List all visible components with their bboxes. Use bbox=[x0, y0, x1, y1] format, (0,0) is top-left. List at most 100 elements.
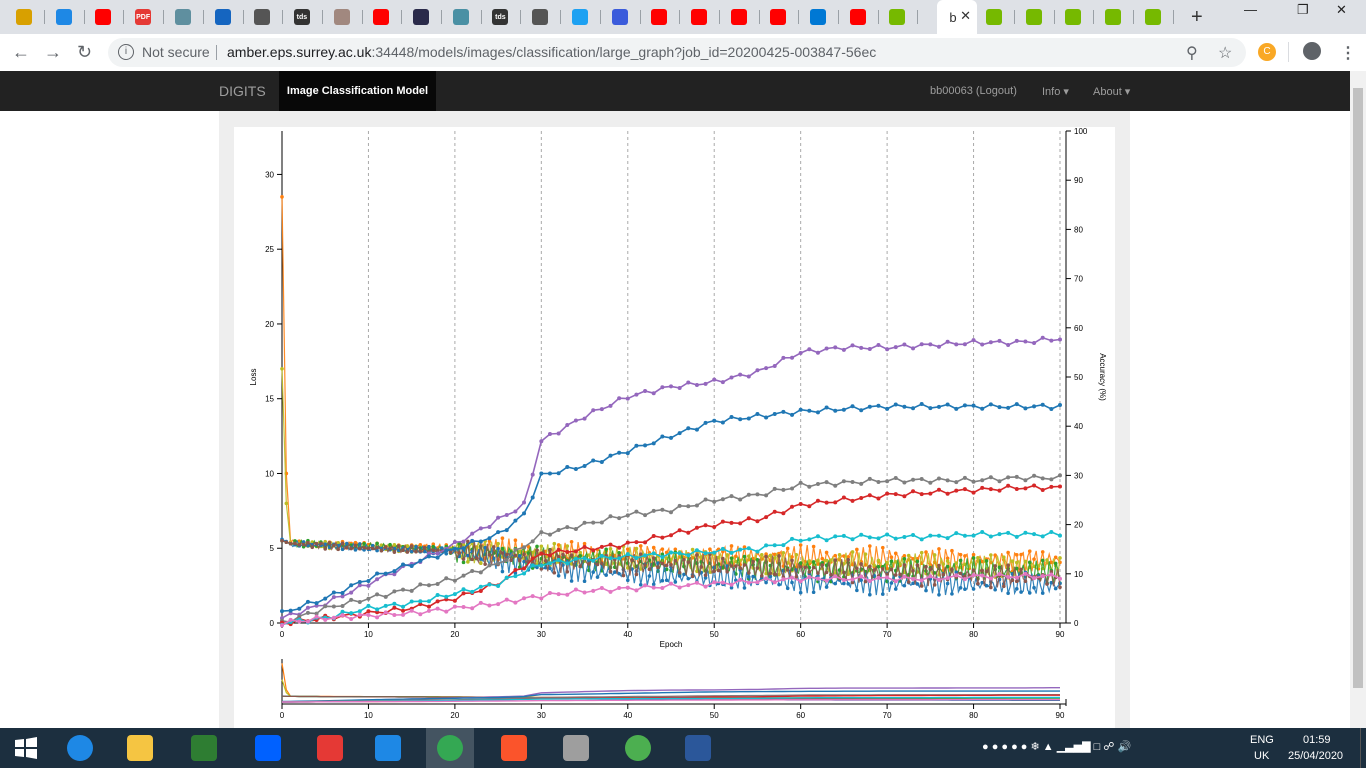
tab-active[interactable]: b ✕ bbox=[937, 0, 977, 34]
x-tick-label: 50 bbox=[710, 630, 719, 639]
loss-point bbox=[517, 558, 522, 563]
nav-image-classification-model[interactable]: Image Classification Model bbox=[279, 71, 436, 111]
start-button[interactable] bbox=[0, 728, 52, 768]
browser-tab[interactable] bbox=[246, 4, 284, 30]
accuracy-point bbox=[461, 604, 466, 609]
browser-tab[interactable] bbox=[1018, 4, 1055, 30]
loss-point bbox=[742, 545, 747, 549]
browser-tab[interactable] bbox=[762, 4, 800, 30]
close-tab-icon[interactable]: ✕ bbox=[960, 8, 971, 23]
accuracy-point bbox=[1040, 487, 1045, 492]
clock-date[interactable]: 25/04/2020 bbox=[1288, 750, 1344, 762]
loss-point bbox=[690, 574, 695, 579]
taskbar-app[interactable] bbox=[674, 728, 722, 768]
url-text[interactable]: amber.eps.surrey.ac.uk:34448/models/imag… bbox=[227, 44, 876, 60]
accuracy-point bbox=[357, 609, 362, 614]
accuracy-point bbox=[556, 558, 561, 563]
new-tab-button[interactable]: + bbox=[1191, 6, 1203, 28]
browser-tab[interactable] bbox=[1057, 4, 1095, 30]
back-button[interactable]: ← bbox=[12, 42, 30, 62]
taskbar-app[interactable] bbox=[490, 728, 538, 768]
language-label[interactable]: ENG bbox=[1250, 734, 1274, 746]
browser-tab[interactable] bbox=[167, 4, 204, 30]
taskbar-app[interactable] bbox=[552, 728, 600, 768]
region-label[interactable]: UK bbox=[1254, 750, 1270, 762]
not-secure-label[interactable]: Not secure bbox=[142, 44, 210, 60]
restore-icon[interactable]: ❐ bbox=[1297, 2, 1309, 17]
extension-icon[interactable]: C bbox=[1258, 43, 1276, 61]
clock-time[interactable]: 01:59 bbox=[1303, 734, 1331, 746]
browser-tab[interactable] bbox=[1137, 4, 1174, 30]
zoom-icon[interactable]: ⚲ bbox=[1186, 45, 1198, 62]
loss-point bbox=[1002, 555, 1006, 560]
browser-tab[interactable] bbox=[48, 4, 85, 30]
browser-tab[interactable]: tds bbox=[286, 4, 323, 30]
browser-tab[interactable] bbox=[326, 4, 363, 30]
address-bar[interactable]: i Not secure amber.eps.surrey.ac.uk:3444… bbox=[108, 38, 1246, 67]
accuracy-point bbox=[375, 610, 380, 615]
browser-tab[interactable] bbox=[365, 4, 403, 30]
info-dropdown[interactable]: Info ▾ bbox=[1042, 85, 1069, 98]
loss-point bbox=[837, 553, 842, 557]
browser-tab[interactable] bbox=[604, 4, 641, 30]
browser-tab[interactable] bbox=[207, 4, 244, 30]
loss-point bbox=[747, 575, 751, 579]
taskbar-app[interactable] bbox=[426, 728, 474, 768]
tray-icons[interactable]: ● ● ● ● ● ❄ ▲ ▁▃▅▇ □ ☍ 🔊 bbox=[982, 741, 1132, 753]
accuracy-point bbox=[539, 551, 544, 556]
taskbar-app[interactable] bbox=[180, 728, 228, 768]
accuracy-point bbox=[1023, 486, 1028, 491]
info-icon[interactable]: i bbox=[118, 44, 134, 60]
browser-tab[interactable]: tds bbox=[484, 4, 522, 30]
accuracy-point bbox=[815, 576, 820, 581]
show-desktop-button[interactable] bbox=[1360, 728, 1366, 768]
browser-tab[interactable] bbox=[881, 4, 919, 30]
taskbar-app[interactable] bbox=[364, 728, 412, 768]
loss-point bbox=[288, 541, 293, 546]
browser-tab[interactable] bbox=[643, 4, 681, 30]
brand-link[interactable]: DIGITS bbox=[219, 83, 266, 99]
logout-link[interactable]: bb00063 (Logout) bbox=[930, 85, 1017, 97]
doc-icon bbox=[452, 9, 469, 25]
loss-point bbox=[677, 570, 682, 575]
page-scrollbar[interactable] bbox=[1350, 71, 1366, 728]
taskbar-app[interactable] bbox=[306, 728, 354, 768]
browser-tab[interactable] bbox=[723, 4, 760, 30]
menu-icon[interactable]: ⋮ bbox=[1340, 45, 1356, 62]
browser-tab[interactable] bbox=[445, 4, 482, 30]
accuracy-point bbox=[401, 612, 406, 617]
browser-tab[interactable] bbox=[1097, 4, 1135, 30]
accuracy-point bbox=[1032, 532, 1037, 537]
browser-tab[interactable]: PDF bbox=[127, 4, 165, 30]
taskbar-app[interactable] bbox=[244, 728, 292, 768]
x-tick-label: 90 bbox=[1056, 630, 1065, 639]
scrollbar-thumb[interactable] bbox=[1353, 88, 1363, 688]
about-dropdown[interactable]: About ▾ bbox=[1093, 85, 1130, 98]
taskbar-app[interactable] bbox=[614, 728, 662, 768]
browser-tab[interactable] bbox=[564, 4, 601, 30]
taskbar-app[interactable] bbox=[56, 728, 104, 768]
profile-avatar-icon[interactable] bbox=[1303, 42, 1321, 60]
accuracy-point bbox=[617, 556, 622, 561]
chrome-icon bbox=[437, 735, 463, 761]
browser-tab[interactable] bbox=[683, 4, 720, 30]
taskbar-app[interactable] bbox=[116, 728, 164, 768]
browser-tab[interactable] bbox=[524, 4, 562, 30]
browser-tab[interactable] bbox=[87, 4, 125, 30]
loss-point bbox=[673, 580, 678, 584]
accuracy-point bbox=[392, 572, 397, 577]
close-window-icon[interactable]: ✕ bbox=[1336, 2, 1347, 17]
loss-point bbox=[686, 560, 691, 565]
browser-tab[interactable] bbox=[802, 4, 839, 30]
bookmark-star-icon[interactable]: ☆ bbox=[1218, 45, 1233, 62]
browser-tab[interactable] bbox=[405, 4, 442, 30]
accuracy-point bbox=[997, 488, 1002, 493]
browser-tab[interactable] bbox=[8, 4, 45, 30]
reload-button[interactable]: ↻ bbox=[77, 42, 93, 62]
minimize-icon[interactable]: — bbox=[1244, 2, 1257, 17]
forward-button[interactable]: → bbox=[44, 42, 62, 62]
browser-tab[interactable] bbox=[842, 4, 879, 30]
browser-tab[interactable] bbox=[978, 4, 1015, 30]
loss-point bbox=[906, 580, 911, 584]
